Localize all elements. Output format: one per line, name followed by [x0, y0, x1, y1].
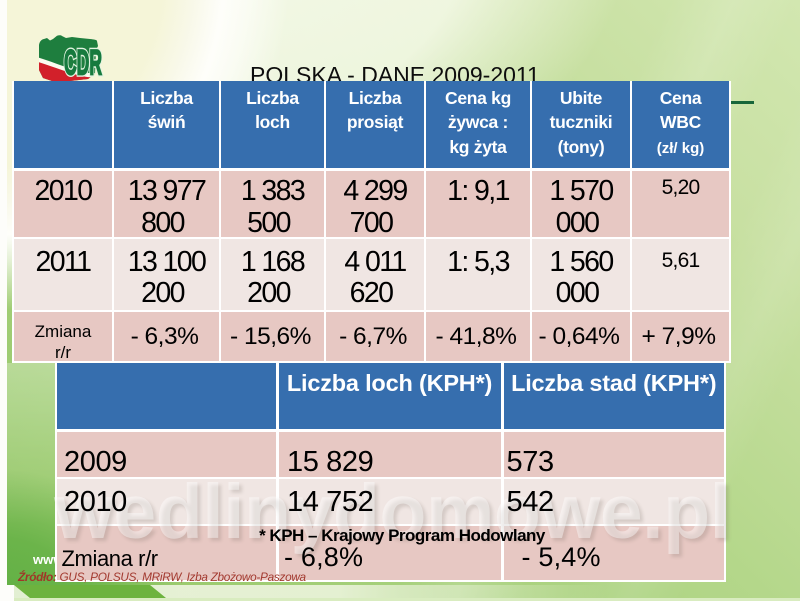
svg-text:CDR: CDR [64, 44, 102, 83]
svg-text:CDR: CDR [64, 44, 102, 83]
